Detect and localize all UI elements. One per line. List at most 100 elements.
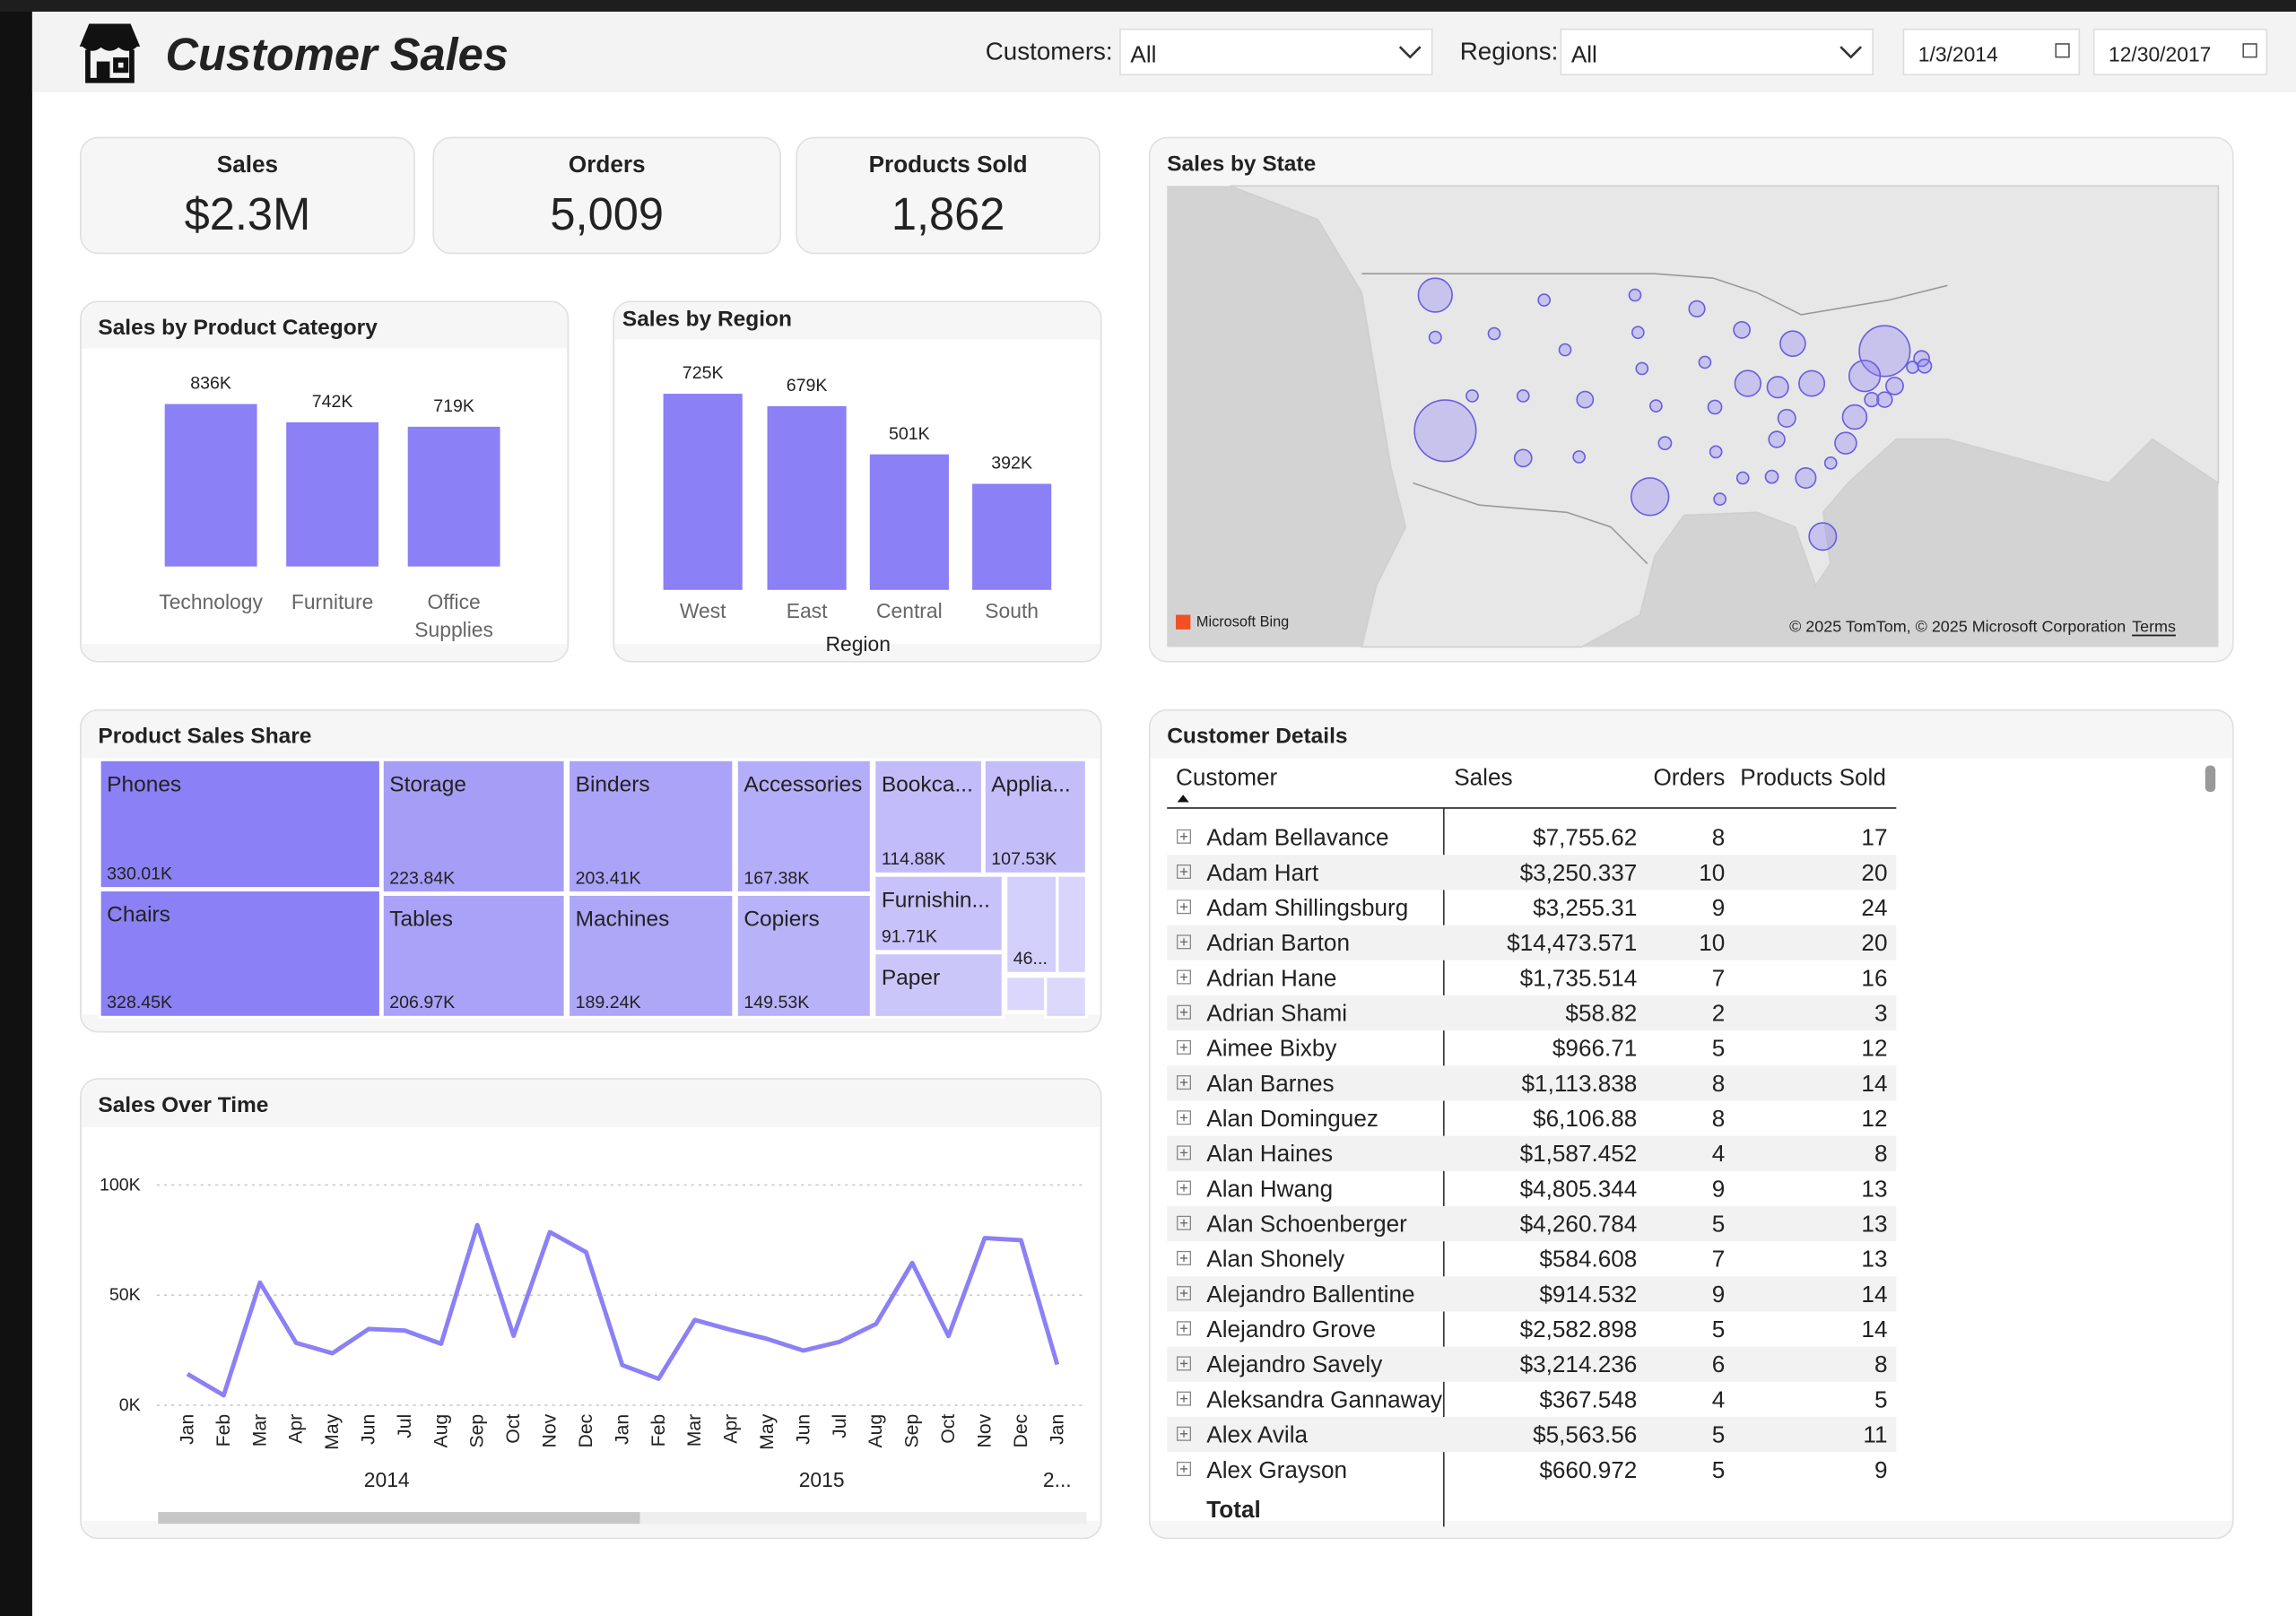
expand-icon[interactable]: [1177, 1250, 1191, 1265]
expand-button[interactable]: [1177, 1145, 1191, 1160]
expand-button[interactable]: [1177, 1180, 1191, 1195]
expand-button[interactable]: [1177, 864, 1191, 880]
expand-icon[interactable]: [1177, 1004, 1191, 1020]
expand-plus[interactable]: [1179, 1290, 1188, 1298]
expand-icon[interactable]: [1177, 934, 1191, 950]
expand-icon[interactable]: [1177, 1461, 1191, 1476]
row-band: [1167, 1135, 1897, 1171]
expand-icon[interactable]: [1177, 1180, 1191, 1195]
table-cell: Alan Schoenberger: [1206, 1211, 1407, 1238]
chart-title: Sales by Product Category: [98, 316, 378, 340]
tile-label: Binders: [576, 772, 650, 796]
expand-plus[interactable]: [1179, 1429, 1188, 1438]
expand-plus[interactable]: [1179, 1078, 1188, 1087]
table-cell: Alejandro Grove: [1206, 1316, 1376, 1342]
expand-plus[interactable]: [1179, 1219, 1188, 1227]
expand-icon[interactable]: [1177, 1145, 1191, 1160]
expand-button[interactable]: [1177, 1391, 1191, 1406]
expand-icon[interactable]: [1177, 1286, 1191, 1301]
expand-button[interactable]: [1177, 1075, 1191, 1090]
chevron[interactable]: [1839, 46, 1863, 59]
table-cell: Adam Hart: [1206, 859, 1319, 886]
dropdown[interactable]: All: [1560, 28, 1874, 76]
expand-plus[interactable]: [1179, 1149, 1188, 1157]
expand-button[interactable]: [1177, 1039, 1191, 1055]
expand-icon[interactable]: [1177, 969, 1191, 985]
table-cell: $367.548: [1539, 1386, 1637, 1412]
expand-plus[interactable]: [1179, 1325, 1188, 1333]
date-picker[interactable]: 12/30/2017: [2092, 28, 2268, 76]
calendar-icon[interactable]: [2055, 43, 2070, 58]
table-scrollbar[interactable]: [2205, 765, 2216, 793]
expand-button[interactable]: [1177, 1250, 1191, 1265]
expand-button[interactable]: [1177, 1110, 1191, 1125]
expand-plus[interactable]: [1179, 1008, 1188, 1016]
expand-icon[interactable]: [1177, 1075, 1191, 1090]
expand-icon[interactable]: [1177, 1321, 1191, 1336]
window-edge: [0, 0, 32, 1616]
expand-icon[interactable]: [1177, 1215, 1191, 1230]
expand-plus[interactable]: [1179, 1254, 1188, 1262]
date-box[interactable]: [1902, 28, 2081, 76]
expand-icon[interactable]: [1177, 1039, 1191, 1055]
expand-icon[interactable]: [1177, 1356, 1191, 1371]
dropdown[interactable]: All: [1119, 28, 1433, 76]
table-cell: 12: [1861, 1035, 1887, 1062]
chevron[interactable]: [1398, 46, 1422, 59]
table-cell: 7: [1712, 1246, 1726, 1273]
date-value[interactable]: 12/30/2017: [2109, 42, 2211, 65]
expand-plus[interactable]: [1179, 1184, 1188, 1192]
dropdown-value[interactable]: All: [1130, 40, 1156, 67]
expand-button[interactable]: [1177, 1286, 1191, 1301]
table-cell: Alex Avila: [1206, 1421, 1308, 1448]
tile-value: 330.01K: [107, 864, 172, 883]
map-bubble: [1798, 369, 1826, 397]
expand-button[interactable]: [1177, 934, 1191, 950]
tile-value: 149.53K: [744, 993, 809, 1012]
x-group-label: 2014: [364, 1468, 410, 1491]
expand-button[interactable]: [1177, 1321, 1191, 1336]
dropdown-value[interactable]: All: [1571, 40, 1597, 67]
expand-plus[interactable]: [1179, 1114, 1188, 1122]
calendar-icon[interactable]: [2242, 43, 2257, 58]
expand-icon[interactable]: [1177, 1426, 1191, 1441]
expand-button[interactable]: [1177, 1356, 1191, 1371]
expand-plus[interactable]: [1179, 1464, 1188, 1473]
expand-button[interactable]: [1177, 829, 1191, 844]
date-picker[interactable]: 1/3/2014: [1902, 28, 2081, 76]
expand-plus[interactable]: [1179, 832, 1188, 840]
expand-icon[interactable]: [1177, 1110, 1191, 1125]
expand-button[interactable]: [1177, 969, 1191, 985]
expand-plus[interactable]: [1179, 903, 1188, 911]
kpi-label: Products Sold: [869, 151, 1028, 178]
map-bubble: [1858, 325, 1911, 378]
expand-plus[interactable]: [1179, 973, 1188, 981]
map-bubble: [1576, 390, 1595, 409]
expand-plus[interactable]: [1179, 1360, 1188, 1368]
expand-icon[interactable]: [1177, 829, 1191, 844]
tile-label: Machines: [576, 908, 670, 932]
dropdown-box[interactable]: [1119, 28, 1433, 76]
expand-plus[interactable]: [1179, 1394, 1188, 1403]
date-box[interactable]: [2092, 28, 2268, 76]
date-value[interactable]: 1/3/2014: [1918, 42, 1998, 65]
scrollbar-thumb[interactable]: [158, 1512, 640, 1525]
expand-icon[interactable]: [1177, 899, 1191, 915]
table-cell: 8: [1712, 1070, 1726, 1097]
expand-button[interactable]: [1177, 1461, 1191, 1476]
expand-button[interactable]: [1177, 1426, 1191, 1441]
table-cell: $14,473.571: [1507, 929, 1637, 956]
expand-button[interactable]: [1177, 899, 1191, 915]
table-cell: Adam Shillingsburg: [1206, 894, 1408, 921]
table-cell: Adrian Barton: [1206, 929, 1350, 956]
expand-icon[interactable]: [1177, 864, 1191, 880]
expand-plus[interactable]: [1179, 867, 1188, 876]
dropdown-box[interactable]: [1560, 28, 1874, 76]
data-label: 719K: [433, 396, 474, 416]
x-tick-label: Technology: [159, 590, 263, 613]
expand-plus[interactable]: [1179, 1043, 1188, 1051]
expand-icon[interactable]: [1177, 1391, 1191, 1406]
expand-button[interactable]: [1177, 1004, 1191, 1020]
expand-plus[interactable]: [1179, 938, 1188, 946]
expand-button[interactable]: [1177, 1215, 1191, 1230]
